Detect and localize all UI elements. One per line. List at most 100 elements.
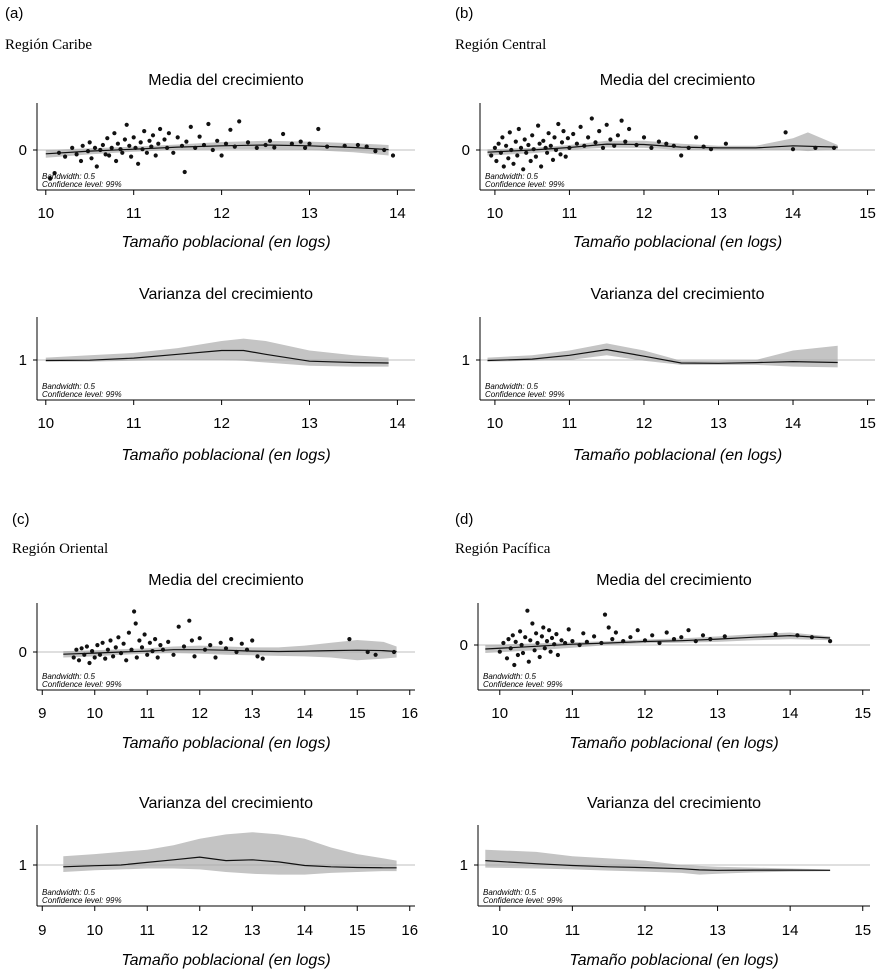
region-name: Región Caribe — [5, 37, 92, 53]
data-point — [513, 639, 518, 645]
data-point — [208, 643, 213, 648]
data-point — [534, 631, 539, 636]
x-axis-label: Tamaño poblacional (en logs) — [569, 952, 778, 969]
data-point — [592, 634, 597, 639]
data-point — [828, 639, 833, 644]
data-point — [621, 639, 626, 644]
data-point — [90, 649, 95, 654]
data-point — [686, 145, 691, 150]
data-point — [80, 143, 85, 148]
data-point — [520, 650, 526, 656]
data-point — [136, 161, 141, 166]
x-tick-label: 10 — [37, 415, 54, 432]
data-point — [325, 144, 330, 149]
x-tick-label: 11 — [139, 705, 155, 722]
data-point — [506, 637, 511, 642]
data-point — [229, 637, 234, 642]
region-name: Región Pacífica — [455, 541, 551, 557]
y-tick-label: 1 — [460, 857, 468, 874]
data-point — [189, 638, 194, 643]
data-point — [679, 635, 684, 640]
data-point — [510, 633, 515, 638]
data-point — [129, 647, 134, 652]
data-point — [175, 135, 180, 140]
data-point — [105, 647, 110, 652]
data-point — [255, 654, 260, 659]
confidence-note: Confidence level: 99% — [483, 896, 563, 905]
data-point — [528, 638, 533, 643]
data-point — [613, 630, 619, 635]
data-point — [115, 141, 120, 146]
x-axis-label: Tamaño poblacional (en logs) — [121, 234, 330, 251]
mean-growth-chart: Media del crecimiento 0 10 11 12 13 14 Bandwidt… — [19, 72, 415, 251]
x-tick-label: 13 — [710, 205, 727, 222]
data-point — [530, 621, 535, 626]
data-point — [509, 147, 514, 153]
data-point — [578, 124, 583, 129]
x-tick-label: 16 — [401, 705, 418, 722]
x-tick-label: 15 — [859, 415, 876, 432]
data-point — [566, 627, 571, 632]
data-point — [355, 142, 360, 148]
data-point — [537, 141, 542, 146]
data-point — [239, 641, 244, 646]
data-point — [723, 141, 729, 146]
confidence-band — [63, 832, 397, 875]
data-point — [166, 639, 171, 645]
x-tick-label: 13 — [709, 705, 726, 722]
data-point — [561, 129, 566, 134]
data-point — [496, 141, 501, 146]
variance-growth-chart: Varianza del crecimiento 1 10 11 12 13 14 15 Ban… — [462, 286, 876, 464]
x-tick-label: 13 — [244, 705, 261, 722]
data-point — [565, 136, 571, 141]
data-point — [166, 131, 171, 136]
data-point — [160, 647, 166, 652]
data-point — [158, 126, 163, 132]
fitted-line — [45, 144, 389, 155]
data-point — [79, 646, 84, 651]
x-tick-label: 14 — [785, 205, 802, 222]
data-point — [250, 638, 255, 643]
data-point — [144, 150, 149, 155]
x-tick-label: 13 — [710, 415, 727, 432]
data-point — [552, 642, 557, 647]
x-tick-label: 13 — [301, 205, 318, 222]
data-point — [87, 660, 92, 666]
data-point — [188, 124, 193, 129]
x-tick-label: 12 — [636, 205, 653, 222]
data-point — [124, 658, 129, 663]
data-point — [602, 612, 608, 617]
y-tick-label: 0 — [460, 637, 468, 654]
data-point — [619, 118, 624, 123]
data-point — [103, 152, 108, 157]
data-point — [554, 632, 559, 637]
data-point — [87, 140, 92, 145]
data-point — [584, 639, 590, 645]
data-point — [150, 649, 155, 654]
data-point — [549, 635, 555, 641]
data-point — [544, 639, 550, 644]
data-point — [539, 634, 545, 639]
data-point — [373, 149, 378, 154]
data-point — [373, 652, 378, 657]
data-point — [48, 176, 53, 181]
data-point — [89, 156, 94, 161]
x-tick-label: 15 — [854, 705, 871, 722]
data-point — [52, 171, 57, 176]
data-point — [608, 137, 613, 142]
confidence-band — [485, 849, 831, 875]
fitted-line — [63, 856, 397, 869]
data-point — [671, 637, 677, 642]
data-point — [153, 637, 158, 642]
data-point — [206, 121, 211, 127]
data-point — [74, 647, 79, 652]
x-tick-label: 10 — [491, 922, 508, 939]
x-tick-label: 12 — [213, 205, 230, 222]
data-point — [223, 646, 229, 651]
data-point — [498, 150, 503, 155]
data-point — [548, 649, 553, 654]
fitted-line — [63, 649, 397, 655]
x-tick-label: 10 — [487, 415, 504, 432]
x-tick-label: 10 — [37, 205, 54, 222]
data-point — [307, 141, 312, 146]
